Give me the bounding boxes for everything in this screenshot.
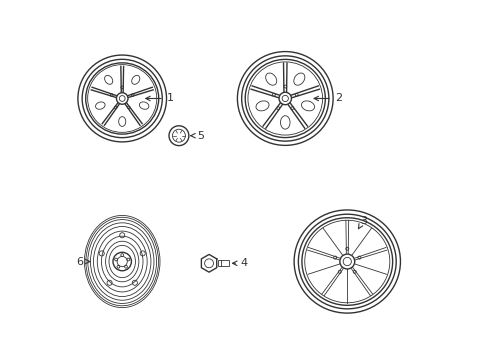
Bar [218,260,228,266]
Text: 1: 1 [145,94,173,103]
Text: 5: 5 [190,131,203,141]
Text: 3: 3 [358,216,366,229]
Text: 2: 2 [313,94,341,103]
Text: 4: 4 [232,258,247,268]
Text: 6: 6 [76,257,90,266]
